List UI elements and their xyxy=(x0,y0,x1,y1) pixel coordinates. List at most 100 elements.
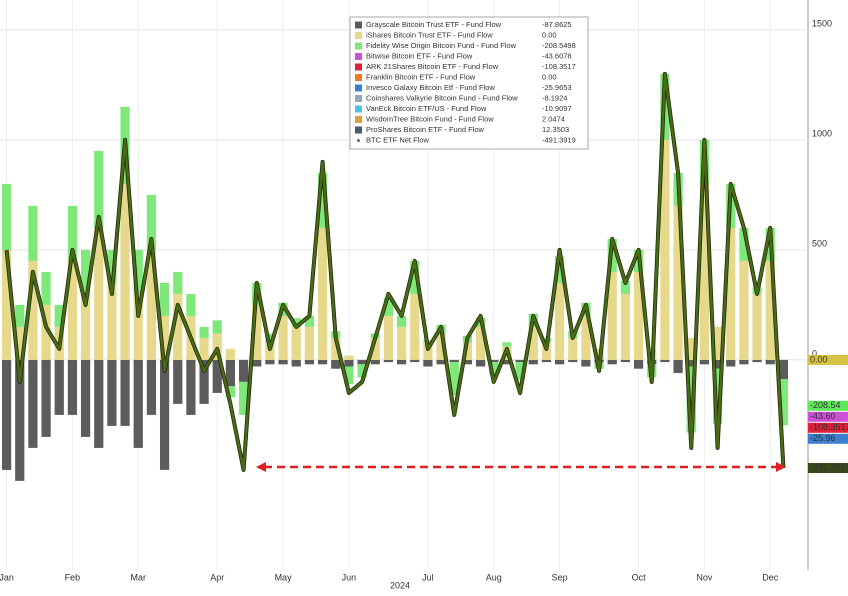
value-tag-label: -208.54 xyxy=(810,400,841,410)
bar-segment xyxy=(225,386,236,398)
bar-segment xyxy=(436,359,446,365)
bar-segment xyxy=(331,359,341,369)
legend-label: WisdomTree Bitcoin Fund - Fund Flow xyxy=(366,114,494,123)
value-tag xyxy=(808,422,848,433)
legend-value: 0.00 xyxy=(542,30,557,39)
bar-segment xyxy=(370,337,380,360)
bar-segment xyxy=(212,333,222,360)
bar-segment xyxy=(133,249,143,294)
legend-value: 0.00 xyxy=(542,72,557,81)
bar-segment xyxy=(396,359,407,365)
bar-segment xyxy=(541,359,552,363)
bar-segment xyxy=(146,194,157,250)
bar-segment xyxy=(489,362,499,376)
bar-segment xyxy=(159,359,170,470)
bar-segment xyxy=(54,359,64,415)
bar-segment xyxy=(199,326,209,338)
bar-segment xyxy=(712,368,723,424)
bar-segment xyxy=(80,293,91,360)
bar-segment xyxy=(528,326,538,360)
legend-label: ARK 21Shares Bitcoin ETF - Fund Flow xyxy=(366,62,499,71)
bar-segment xyxy=(15,326,25,360)
bar-segment xyxy=(199,359,209,404)
bar-segment xyxy=(159,315,170,360)
bar-segment xyxy=(475,326,486,360)
bar-segment xyxy=(28,205,38,261)
legend-box xyxy=(349,16,589,150)
bar-segment xyxy=(633,359,644,369)
bar-segment xyxy=(383,298,394,316)
value-tag xyxy=(808,411,848,422)
bar-segment xyxy=(568,337,578,360)
bar-segment xyxy=(554,256,565,283)
bar-segment xyxy=(133,293,143,360)
bar-segment xyxy=(660,359,670,363)
bar-segment xyxy=(699,359,710,365)
bar-segment xyxy=(410,293,420,360)
bar-segment xyxy=(620,293,631,360)
bar-segment xyxy=(778,359,789,380)
bar-segment xyxy=(291,318,301,327)
net-flow-line xyxy=(5,72,785,472)
bar-segment xyxy=(554,359,565,365)
legend-label: ProShares Bitcoin ETF - Fund Flow xyxy=(366,125,485,134)
bar-segment xyxy=(225,348,236,360)
bar-segment xyxy=(778,379,789,426)
bar-segment xyxy=(1,183,12,250)
bar-segment xyxy=(317,172,328,228)
bar-segment xyxy=(15,359,25,481)
value-tag xyxy=(808,433,848,444)
legend-value: -43.6078 xyxy=(542,51,572,60)
bar-segment xyxy=(765,260,775,360)
bar-segment xyxy=(80,249,91,294)
bar-segment xyxy=(94,150,104,228)
bar-segment xyxy=(620,359,631,363)
bar-segment xyxy=(726,227,736,360)
x-tick-label: Nov xyxy=(696,572,713,582)
bar-segment xyxy=(146,359,157,415)
bar-segment xyxy=(67,260,78,360)
legend-value: -491.3919 xyxy=(542,135,576,144)
bar-segment xyxy=(462,342,473,360)
bar-segment xyxy=(291,359,301,367)
bar-segment xyxy=(686,366,696,433)
x-tick-label: Dec xyxy=(762,572,779,582)
bar-segment xyxy=(146,249,157,360)
bar-segment xyxy=(370,359,380,365)
bar-segment xyxy=(41,271,51,305)
bar-segment xyxy=(67,205,78,261)
bar-segment xyxy=(252,359,262,367)
bar-segment xyxy=(291,326,301,360)
bar-segment xyxy=(133,359,143,448)
bar-segment xyxy=(173,293,183,360)
legend-swatch xyxy=(355,126,362,134)
bar-segment xyxy=(752,293,762,360)
legend-label: Coinshares Valkyrie Bitcoin Fund - Fund … xyxy=(366,93,518,102)
y-tick-label: 1000 xyxy=(812,128,832,138)
legend-swatch xyxy=(355,84,362,92)
bar-segment xyxy=(673,205,683,360)
bar-segment xyxy=(396,315,407,327)
value-tag-label: -491.3919 xyxy=(810,462,848,472)
bar-segment xyxy=(41,304,51,360)
bar-segment xyxy=(396,326,407,360)
bar-segment xyxy=(331,337,341,360)
bar-segment xyxy=(515,362,525,380)
legend: Grayscale Bitcoin Trust ETF - Fund Flow -… xyxy=(349,16,589,150)
x-tick-label: Mar xyxy=(131,572,147,582)
legend-value: -208.5498 xyxy=(542,41,576,50)
bar-segment xyxy=(317,227,328,360)
bar-segment xyxy=(541,342,552,360)
bar-segment xyxy=(423,359,433,367)
legend-swatch xyxy=(355,63,362,71)
bar-segment xyxy=(186,293,196,316)
marks: 0 500 1000 1500 Jan Feb Mar Apr May Jun Jul Aug Sep O… xyxy=(0,0,848,582)
legend-swatch xyxy=(355,21,362,29)
bar-segment xyxy=(225,359,236,387)
bar-segment xyxy=(199,337,209,360)
annotation-arrow xyxy=(256,462,786,472)
arrow-head xyxy=(776,462,786,472)
legend-label: Invesco Galaxy Bitcoin Etf - Fund Flow xyxy=(366,83,495,92)
